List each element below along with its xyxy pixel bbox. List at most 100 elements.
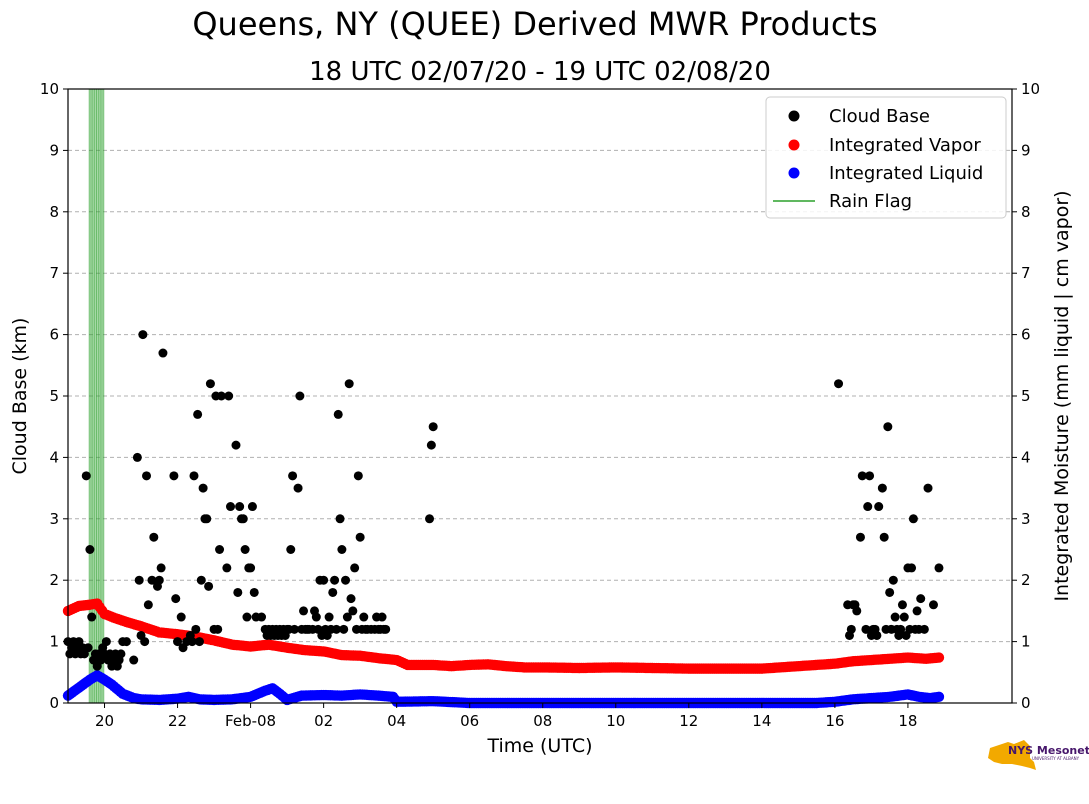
- cloud-base-point: [852, 606, 862, 616]
- cloud-base-point: [908, 514, 918, 524]
- cloud-base-point: [934, 563, 944, 573]
- cloud-base-point: [134, 575, 144, 585]
- cloud-base-point: [328, 587, 338, 597]
- cloud-base-point: [857, 471, 867, 481]
- cloud-base-point: [299, 606, 309, 616]
- chart-title: Queens, NY (QUEE) Derived MWR Products: [192, 5, 877, 43]
- y-tick-label-right: 8: [1021, 203, 1031, 221]
- cloud-base-point: [342, 612, 352, 622]
- integrated-vapor-point: [933, 652, 945, 663]
- legend-label-rain-flag: Rain Flag: [829, 191, 912, 212]
- cloud-base-point: [311, 612, 321, 622]
- x-tick-label: 06: [460, 712, 479, 730]
- cloud-base-point: [295, 391, 305, 401]
- x-tick-label: 10: [606, 712, 625, 730]
- cloud-base-point: [883, 422, 893, 432]
- cloud-base-point: [222, 563, 232, 573]
- cloud-base-point: [156, 563, 166, 573]
- x-tick-label: Feb-08: [225, 712, 276, 730]
- y-tick-label-left: 5: [49, 387, 59, 405]
- cloud-base-point: [154, 575, 164, 585]
- cloud-base-point: [224, 391, 234, 401]
- cloud-base-point: [213, 624, 223, 634]
- y-axis-left-title: Cloud Base (km): [9, 318, 31, 475]
- y-tick-label-left: 0: [49, 694, 59, 712]
- new-york-state-shape-icon: [988, 740, 1036, 770]
- cloud-base-point: [907, 563, 917, 573]
- cloud-base-point: [101, 637, 111, 647]
- cloud-base-point: [87, 612, 97, 622]
- cloud-base-point: [912, 606, 922, 616]
- cloud-base-point: [193, 409, 203, 419]
- y-tick-label-right: 0: [1021, 694, 1031, 712]
- cloud-base-point: [359, 612, 369, 622]
- cloud-base-point: [923, 483, 933, 493]
- cloud-base-point: [899, 612, 909, 622]
- logo-text: NYS Mesonet: [1008, 744, 1089, 757]
- cloud-base-point: [861, 624, 871, 634]
- y-tick-label-right: 7: [1021, 264, 1031, 282]
- integrated-vapor-series: [62, 598, 945, 674]
- cloud-base-point: [158, 348, 168, 358]
- cloud-base-point: [885, 587, 895, 597]
- cloud-base-point: [132, 452, 142, 462]
- cloud-base-point: [865, 471, 875, 481]
- cloud-base-point: [116, 649, 126, 659]
- cloud-base-point: [138, 330, 148, 340]
- cloud-base-point: [335, 514, 345, 524]
- cloud-base-point: [171, 594, 181, 604]
- legend-label-cloud-base: Cloud Base: [829, 106, 930, 127]
- integrated-liquid-point: [933, 691, 945, 703]
- cloud-base-point: [143, 600, 153, 610]
- cloud-base-point: [319, 575, 329, 585]
- cloud-base-point: [353, 471, 363, 481]
- cloud-base-point: [129, 655, 139, 665]
- cloud-base-point: [147, 575, 157, 585]
- cloud-base-point: [194, 637, 204, 647]
- cloud-base-point: [919, 624, 929, 634]
- cloud-base-point: [916, 594, 926, 604]
- cloud-base-point: [341, 575, 351, 585]
- y-tick-label-right: 3: [1021, 510, 1031, 528]
- x-tick-label: 22: [168, 712, 187, 730]
- cloud-base-point: [331, 624, 341, 634]
- x-tick-label: 04: [387, 712, 406, 730]
- nys-mesonet-logo: NYS Mesonet UNIVERSITY AT ALBANY: [988, 740, 1089, 770]
- gridlines: [68, 149, 1012, 643]
- legend-label-integrated-vapor: Integrated Vapor: [829, 135, 981, 156]
- cloud-base-point: [81, 471, 91, 481]
- x-tick-label: 08: [533, 712, 552, 730]
- y-tick-label-left: 4: [49, 448, 59, 466]
- cloud-base-point: [238, 514, 248, 524]
- cloud-base-point: [189, 471, 199, 481]
- cloud-base-point: [249, 587, 259, 597]
- y-tick-label-right: 5: [1021, 387, 1031, 405]
- cloud-base-point: [204, 581, 214, 591]
- y-tick-label-left: 3: [49, 510, 59, 528]
- cloud-base-point: [216, 391, 226, 401]
- cloud-base-point: [205, 379, 215, 389]
- cloud-base-point: [233, 587, 243, 597]
- cloud-base-point: [846, 624, 856, 634]
- cloud-base-point: [191, 624, 201, 634]
- cloud-base-point: [226, 502, 236, 512]
- cloud-base-point: [142, 471, 152, 481]
- logo-subtext: UNIVERSITY AT ALBANY: [1032, 756, 1080, 761]
- cloud-base-point: [330, 575, 340, 585]
- cloud-base-point: [355, 532, 365, 542]
- cloud-base-point: [928, 600, 938, 610]
- cloud-base-point: [344, 379, 354, 389]
- cloud-base-point: [289, 624, 299, 634]
- cloud-base-point: [121, 637, 131, 647]
- cloud-base-point: [425, 514, 435, 524]
- cloud-base-point: [202, 514, 212, 524]
- cloud-base-point: [247, 502, 257, 512]
- cloud-base-point: [888, 575, 898, 585]
- cloud-base-point: [176, 612, 186, 622]
- legend-box: [765, 96, 1007, 219]
- cloud-base-point: [428, 422, 438, 432]
- cloud-base-point: [426, 440, 436, 450]
- cloud-base-point: [231, 440, 241, 450]
- y-tick-label-left: 2: [49, 571, 59, 589]
- y-tick-label-right: 6: [1021, 326, 1031, 344]
